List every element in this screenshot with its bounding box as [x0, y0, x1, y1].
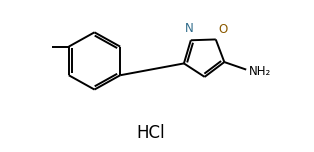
Text: N: N	[185, 22, 194, 35]
Text: O: O	[218, 23, 227, 36]
Text: HCl: HCl	[137, 124, 165, 142]
Text: NH₂: NH₂	[249, 65, 271, 78]
